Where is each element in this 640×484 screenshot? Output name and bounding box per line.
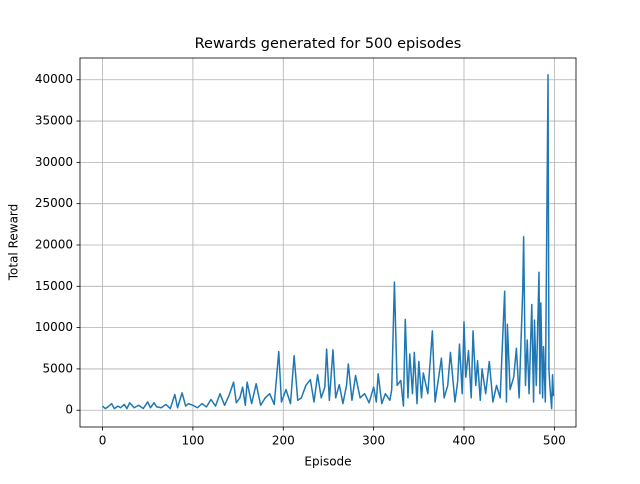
y-tick-label: 40000 — [35, 72, 73, 86]
y-tick-label: 15000 — [35, 279, 73, 293]
plot-frame — [79, 57, 577, 428]
y-tick-label: 10000 — [35, 320, 73, 334]
x-tick-label: 400 — [453, 434, 476, 448]
y-tick-label: 30000 — [35, 155, 73, 169]
y-tick-label: 20000 — [35, 237, 73, 251]
line — [102, 74, 555, 410]
x-tick-label: 100 — [181, 434, 204, 448]
x-tick-label: 200 — [272, 434, 295, 448]
y-axis-label: Total Reward — [7, 204, 21, 282]
y-tick-label: 25000 — [35, 196, 73, 210]
y-tick-label: 5000 — [42, 361, 73, 375]
x-tick-label: 0 — [99, 434, 107, 448]
y-tick-label: 35000 — [35, 114, 73, 128]
chart-title: Rewards generated for 500 episodes — [195, 36, 462, 52]
y-tick-label: 0 — [65, 403, 73, 417]
x-tick-label: 300 — [362, 434, 385, 448]
x-tick-label: 500 — [543, 434, 566, 448]
x-axis-label: Episode — [304, 455, 351, 469]
